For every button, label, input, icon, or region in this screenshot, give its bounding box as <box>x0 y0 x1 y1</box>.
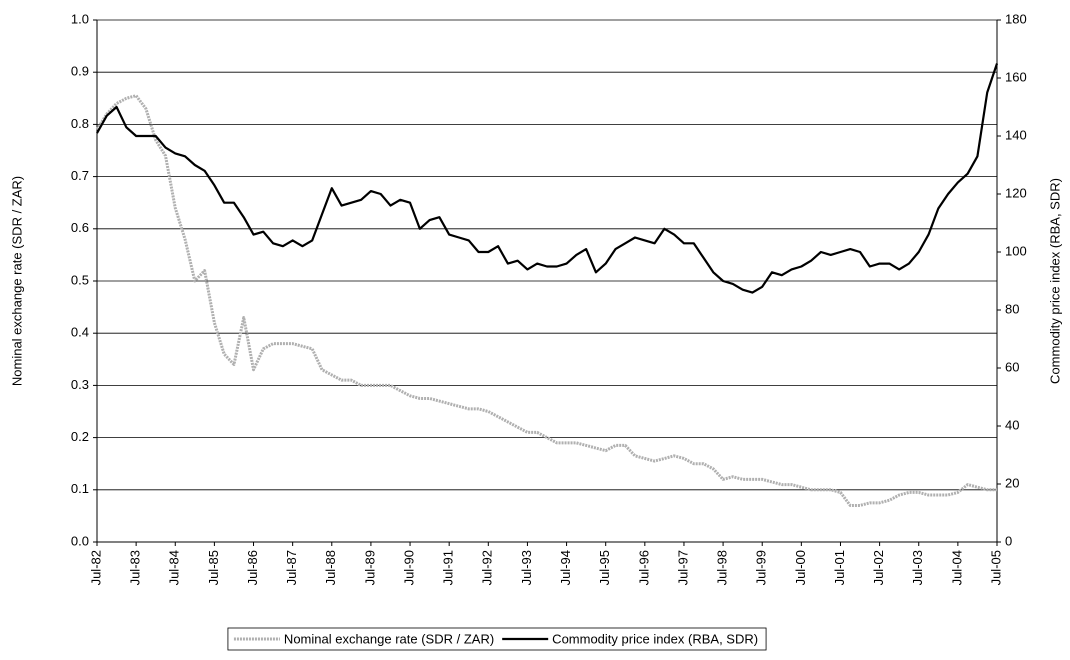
y-tick-label: 0.0 <box>71 533 89 548</box>
y-tick-label: 0.1 <box>71 481 89 496</box>
y2-tick-label: 140 <box>1005 127 1027 142</box>
y2-tick-label: 0 <box>1005 533 1012 548</box>
y2-tick-label: 20 <box>1005 475 1019 490</box>
x-tick-label: Jul-86 <box>245 550 260 585</box>
y-tick-label: 0.5 <box>71 272 89 287</box>
y2-tick-label: 100 <box>1005 243 1027 258</box>
x-tick-label: Jul-93 <box>519 550 534 585</box>
y-tick-label: 0.9 <box>71 64 89 79</box>
x-tick-label: Jul-96 <box>636 550 651 585</box>
x-tick-label: Jul-92 <box>480 550 495 585</box>
x-tick-label: Jul-89 <box>362 550 377 585</box>
y2-tick-label: 60 <box>1005 359 1019 374</box>
x-tick-label: Jul-01 <box>832 550 847 585</box>
x-tick-label: Jul-90 <box>401 550 416 585</box>
series-line <box>95 94 997 507</box>
y2-axis-title: Commodity price index (RBA, SDR) <box>1047 178 1062 384</box>
y2-tick-label: 180 <box>1005 11 1027 26</box>
x-tick-label: Jul-83 <box>128 550 143 585</box>
x-tick-label: Jul-99 <box>754 550 769 585</box>
x-tick-label: Jul-04 <box>949 550 964 585</box>
legend-box <box>227 627 767 651</box>
y-tick-label: 0.3 <box>71 377 89 392</box>
y-tick-label: 0.2 <box>71 429 89 444</box>
x-tick-label: Jul-02 <box>871 550 886 585</box>
legend-label: Nominal exchange rate (SDR / ZAR) <box>284 631 494 646</box>
y-tick-label: 1.0 <box>71 11 89 26</box>
x-tick-label: Jul-95 <box>597 550 612 585</box>
x-tick-label: Jul-03 <box>910 550 925 585</box>
y-tick-label: 0.7 <box>71 168 89 183</box>
x-tick-label: Jul-05 <box>988 550 1003 585</box>
x-tick-label: Jul-82 <box>88 550 103 585</box>
x-tick-label: Jul-94 <box>558 550 573 585</box>
y-axis-title: Nominal exchange rate (SDR / ZAR) <box>9 176 24 386</box>
x-tick-label: Jul-00 <box>793 550 808 585</box>
y2-tick-label: 80 <box>1005 301 1019 316</box>
x-tick-label: Jul-98 <box>715 550 730 585</box>
y2-tick-label: 40 <box>1005 417 1019 432</box>
series-line <box>96 63 999 294</box>
y-tick-label: 0.8 <box>71 116 89 131</box>
x-tick-label: Jul-91 <box>441 550 456 585</box>
x-tick-label: Jul-88 <box>323 550 338 585</box>
x-tick-label: Jul-84 <box>167 550 182 585</box>
y-tick-label: 0.6 <box>71 220 89 235</box>
y2-tick-label: 160 <box>1005 69 1027 84</box>
y-tick-label: 0.4 <box>71 325 89 340</box>
legend-label: Commodity price index (RBA, SDR) <box>552 631 758 646</box>
x-tick-label: Jul-97 <box>675 550 690 585</box>
x-tick-label: Jul-87 <box>284 550 299 585</box>
x-tick-label: Jul-85 <box>206 550 221 585</box>
y2-tick-label: 120 <box>1005 185 1027 200</box>
